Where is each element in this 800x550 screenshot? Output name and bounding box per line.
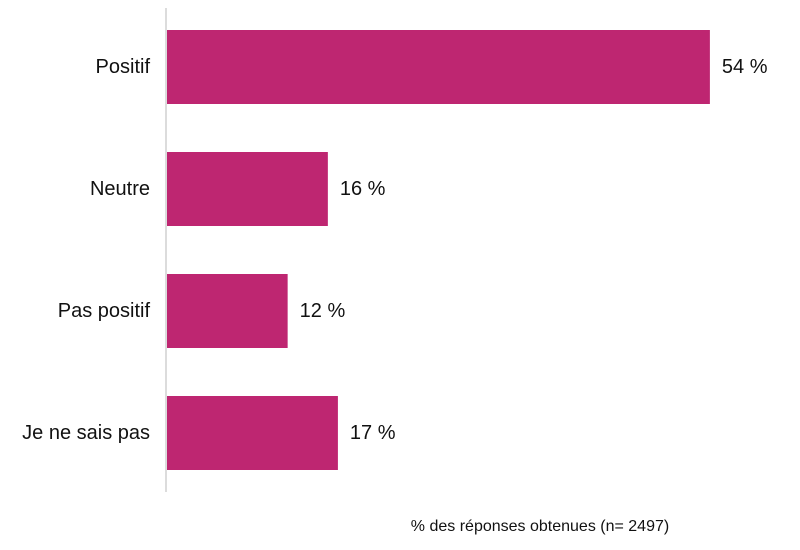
value-label-neutre: 16 % <box>340 178 386 200</box>
bar-pas-positif <box>167 274 288 348</box>
value-labels: 54 % 16 % 12 % 17 % <box>300 56 768 444</box>
category-labels: Positif Neutre Pas positif Je ne sais pas <box>22 56 150 444</box>
value-label-je-ne-sais-pas: 17 % <box>350 422 396 444</box>
bar-neutre <box>167 152 328 226</box>
category-label-positif: Positif <box>96 56 151 78</box>
x-axis-label: % des réponses obtenues (n= 2497) <box>411 518 669 535</box>
bar-je-ne-sais-pas <box>167 396 338 470</box>
bars-layer <box>167 30 710 470</box>
value-label-pas-positif: 12 % <box>300 300 346 322</box>
bar-positif <box>167 30 710 104</box>
value-label-positif: 54 % <box>722 56 768 78</box>
category-label-pas-positif: Pas positif <box>58 300 151 322</box>
category-label-je-ne-sais-pas: Je ne sais pas <box>22 422 150 444</box>
category-label-neutre: Neutre <box>90 178 150 200</box>
